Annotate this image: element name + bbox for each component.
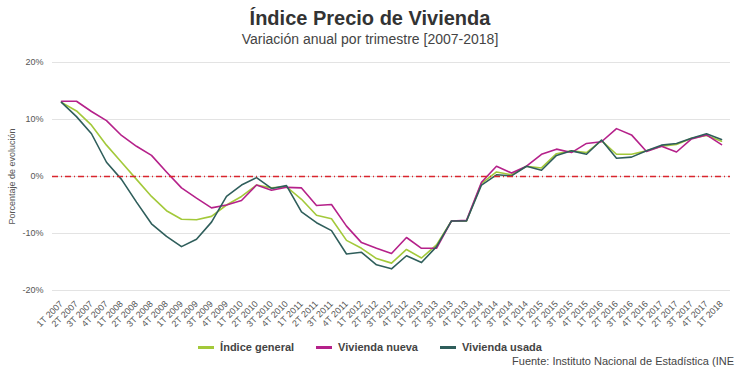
svg-text:1T 2018: 1T 2018 xyxy=(695,299,725,329)
svg-text:1T 2014: 1T 2014 xyxy=(454,298,485,329)
svg-text:3T 2009: 3T 2009 xyxy=(184,298,215,329)
svg-text:3T 2015: 3T 2015 xyxy=(544,298,575,329)
svg-text:1T 2013: 1T 2013 xyxy=(394,298,425,329)
svg-text:3T 2010: 3T 2010 xyxy=(244,298,275,329)
svg-text:0%: 0% xyxy=(30,171,43,181)
html-text:Fuente: Instituto Nacional de: Fuente: Instituto Nacional de Estadístic… xyxy=(512,355,734,367)
svg-text:4T 2010: 4T 2010 xyxy=(259,298,290,329)
svg-text:2T 2008: 2T 2008 xyxy=(109,298,140,329)
svg-text:Porcentaje de evolución: Porcentaje de evolución xyxy=(7,128,17,224)
svg-text:3T 2016: 3T 2016 xyxy=(604,298,635,329)
svg-text:4T 2011: 4T 2011 xyxy=(320,298,350,329)
svg-text:1T 2010: 1T 2010 xyxy=(214,298,245,329)
svg-text:2T 2011: 2T 2011 xyxy=(290,298,320,329)
svg-text:3T 2012: 3T 2012 xyxy=(364,298,395,329)
svg-text:1T 2012: 1T 2012 xyxy=(334,298,365,329)
html-text:Vivienda nueva: Vivienda nueva xyxy=(338,341,418,353)
html-text:Vivienda usada: Vivienda usada xyxy=(462,341,542,353)
svg-text:3T 2008: 3T 2008 xyxy=(124,298,155,329)
svg-text:3T 2011: 3T 2011 xyxy=(305,298,335,329)
svg-text:3T 2007: 3T 2007 xyxy=(64,298,95,329)
html-text:Índice Precio de Vivienda: Índice Precio de Vivienda xyxy=(249,7,491,29)
svg-text:1T 2008: 1T 2008 xyxy=(94,298,125,329)
svg-text:2T 2010: 2T 2010 xyxy=(229,298,260,329)
svg-text:4T 2015: 4T 2015 xyxy=(559,298,590,329)
html-text:Variación anual por trimestre: Variación anual por trimestre [2007-2018… xyxy=(241,31,499,47)
svg-text:2T 2007: 2T 2007 xyxy=(49,298,80,329)
svg-text:10%: 10% xyxy=(25,114,43,124)
svg-text:4T 2012: 4T 2012 xyxy=(379,298,410,329)
svg-text:-20%: -20% xyxy=(22,285,43,295)
svg-text:1T 2017: 1T 2017 xyxy=(634,298,665,329)
svg-text:1T 2011: 1T 2011 xyxy=(275,298,305,329)
svg-text:2T 2009: 2T 2009 xyxy=(169,298,200,329)
svg-text:2T 2012: 2T 2012 xyxy=(349,298,380,329)
svg-text:-10%: -10% xyxy=(22,228,43,238)
svg-text:4T 2016: 4T 2016 xyxy=(619,298,650,329)
svg-text:4T 2009: 4T 2009 xyxy=(199,298,230,329)
html-text:Índice general: Índice general xyxy=(220,341,295,353)
svg-text:3T 2014: 3T 2014 xyxy=(484,298,515,329)
svg-text:4T 2008: 4T 2008 xyxy=(139,298,170,329)
svg-text:4T 2007: 4T 2007 xyxy=(79,298,110,329)
svg-text:3T 2013: 3T 2013 xyxy=(424,298,455,329)
svg-text:2T 2017: 2T 2017 xyxy=(649,298,680,329)
svg-text:2T 2015: 2T 2015 xyxy=(529,298,560,329)
svg-text:4T 2013: 4T 2013 xyxy=(439,298,470,329)
svg-text:1T 2016: 1T 2016 xyxy=(574,298,605,329)
svg-text:1T 2007: 1T 2007 xyxy=(34,298,65,329)
svg-text:2T 2013: 2T 2013 xyxy=(409,298,440,329)
svg-text:20%: 20% xyxy=(25,57,43,67)
svg-text:2T 2016: 2T 2016 xyxy=(589,298,620,329)
svg-text:2T 2014: 2T 2014 xyxy=(469,298,500,329)
svg-text:4T 2017: 4T 2017 xyxy=(679,298,710,329)
svg-text:3T 2017: 3T 2017 xyxy=(664,298,695,329)
svg-text:1T 2015: 1T 2015 xyxy=(514,298,545,329)
svg-text:1T 2009: 1T 2009 xyxy=(154,298,185,329)
svg-text:4T 2014: 4T 2014 xyxy=(499,298,530,329)
